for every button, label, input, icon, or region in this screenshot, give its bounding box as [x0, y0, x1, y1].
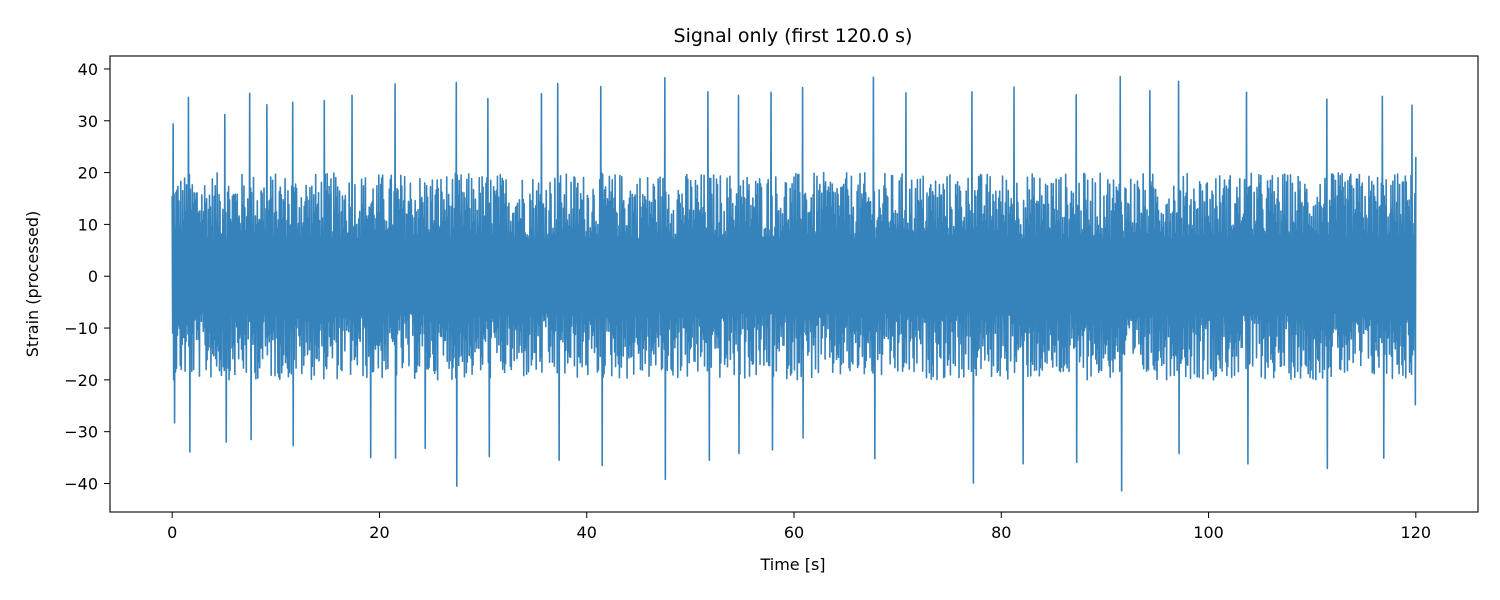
- x-tick-label: 120: [1401, 523, 1432, 542]
- x-tick-label: 80: [991, 523, 1011, 542]
- y-tick-label: 20: [78, 164, 98, 183]
- y-tick-label: −10: [64, 319, 98, 338]
- chart-title: Signal only (first 120.0 s): [674, 25, 913, 47]
- y-tick-label: 30: [78, 112, 98, 131]
- y-tick-label: 0: [88, 267, 98, 286]
- y-tick-label: 10: [78, 215, 98, 234]
- y-tick-label: −20: [64, 371, 98, 390]
- x-tick-label: 100: [1193, 523, 1224, 542]
- x-tick-label: 60: [784, 523, 804, 542]
- y-tick-label: 40: [78, 60, 98, 79]
- x-tick-label: 0: [167, 523, 177, 542]
- y-tick-label: −40: [64, 475, 98, 494]
- y-axis-title: Strain (processed): [23, 211, 42, 357]
- x-tick-label: 40: [577, 523, 597, 542]
- y-axis: −40 −30 −20 −10 0 10 20 30 40: [64, 60, 110, 494]
- x-axis-title: Time [s]: [759, 555, 825, 574]
- x-axis: 0 20 40 60 80 100 120: [167, 512, 1431, 542]
- y-tick-label: −30: [64, 423, 98, 442]
- signal-line: [171, 75, 1417, 492]
- x-tick-label: 20: [369, 523, 389, 542]
